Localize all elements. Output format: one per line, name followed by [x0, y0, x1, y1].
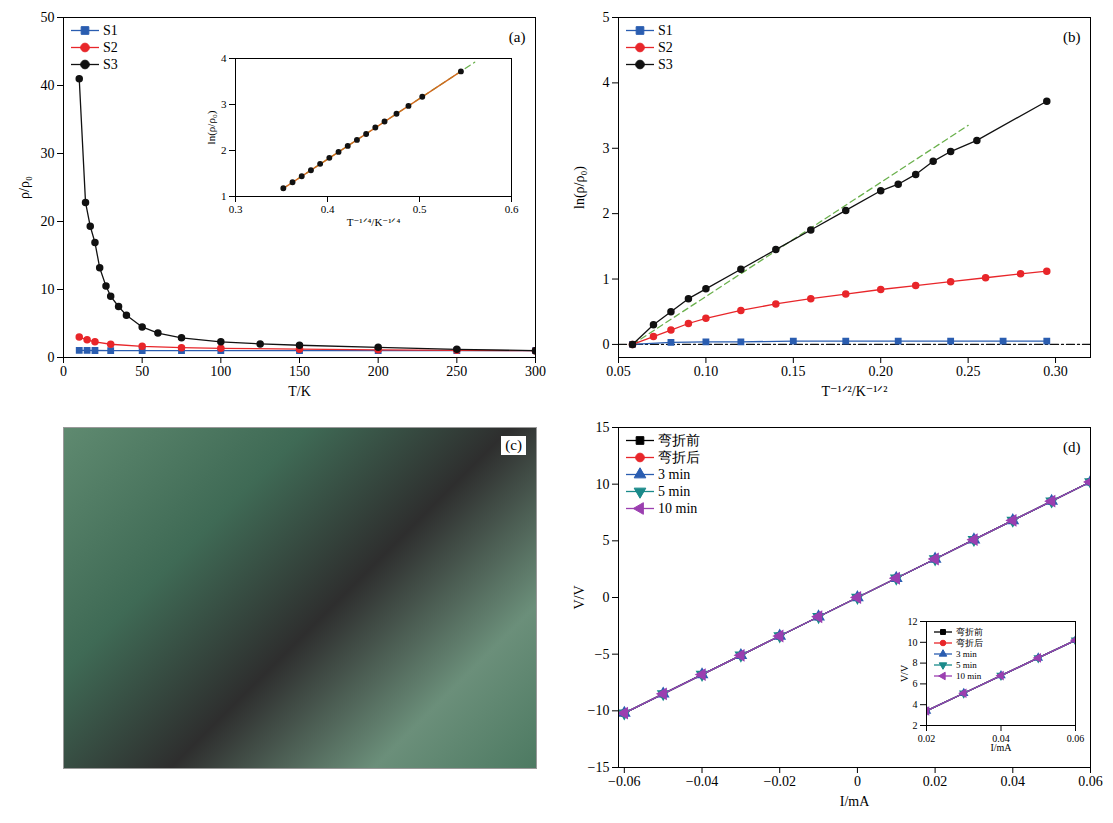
svg-text:200: 200: [368, 364, 389, 379]
svg-text:0: 0: [854, 774, 861, 789]
html-text:10 min: 10 min: [956, 670, 982, 681]
svg-text:0.5: 0.5: [413, 203, 427, 215]
svg-text:(a): (a): [509, 29, 526, 46]
svg-text:30: 30: [41, 146, 55, 161]
svg-text:8: 8: [913, 657, 918, 668]
svg-text:6: 6: [913, 678, 918, 689]
svg-text:0.3: 0.3: [229, 203, 243, 215]
svg-text:T/K: T/K: [288, 384, 311, 399]
html-text:S2: S2: [103, 39, 118, 55]
svg-text:0.20: 0.20: [868, 364, 893, 379]
svg-text:T⁻¹ᐟ²/K⁻¹ᐟ²: T⁻¹ᐟ²/K⁻¹ᐟ²: [821, 384, 887, 399]
svg-text:ln(ρ/ρ₀): ln(ρ/ρ₀): [572, 166, 588, 209]
html-text:3 min: 3 min: [956, 648, 977, 659]
svg-text:ρ/ρ₀: ρ/ρ₀: [17, 176, 32, 199]
svg-text:I/mA: I/mA: [990, 742, 1012, 753]
svg-text:50: 50: [135, 364, 149, 379]
svg-text:0.25: 0.25: [956, 364, 981, 379]
svg-text:0: 0: [603, 590, 610, 605]
html-text:弯折后: 弯折后: [956, 637, 983, 648]
svg-text:5: 5: [603, 533, 610, 548]
html-text:5 min: 5 min: [658, 483, 691, 499]
html-text:10 min: 10 min: [658, 500, 698, 516]
svg-text:150: 150: [289, 364, 310, 379]
svg-text:−15: −15: [588, 760, 610, 775]
svg-text:1: 1: [221, 190, 227, 202]
svg-text:0.15: 0.15: [781, 364, 806, 379]
svg-text:10: 10: [908, 637, 918, 648]
svg-text:−0.02: −0.02: [764, 774, 796, 789]
svg-text:50: 50: [41, 10, 55, 25]
svg-text:0.02: 0.02: [923, 774, 948, 789]
html-text:弯折后: 弯折后: [658, 449, 700, 465]
svg-text:0.04: 0.04: [1001, 774, 1026, 789]
svg-text:2: 2: [603, 206, 610, 221]
html-text:弯折前: 弯折前: [956, 626, 983, 637]
svg-text:0.6: 0.6: [505, 203, 519, 215]
html-text:3 min: 3 min: [658, 466, 691, 482]
html-text:弯折前: 弯折前: [658, 432, 700, 448]
svg-text:3: 3: [221, 98, 227, 110]
svg-text:4: 4: [603, 75, 610, 90]
svg-text:0.10: 0.10: [694, 364, 719, 379]
svg-text:0.06: 0.06: [1078, 774, 1103, 789]
svg-text:0.06: 0.06: [1067, 733, 1085, 744]
html-text:S3: S3: [658, 56, 673, 72]
svg-text:0.04: 0.04: [992, 732, 1010, 744]
html-text:(c): (c): [505, 437, 522, 453]
html-text:5 min: 5 min: [956, 659, 977, 670]
svg-text:4: 4: [221, 52, 227, 64]
svg-text:(b): (b): [1063, 29, 1081, 46]
svg-text:300: 300: [525, 364, 546, 379]
svg-text:2: 2: [221, 144, 227, 156]
svg-text:1: 1: [603, 272, 610, 287]
svg-text:0.4: 0.4: [321, 203, 335, 215]
html-text:S1: S1: [658, 22, 673, 38]
svg-text:10: 10: [41, 282, 55, 297]
svg-text:15: 15: [596, 420, 610, 435]
html-text:S1: S1: [103, 22, 118, 38]
svg-text:−0.04: −0.04: [686, 774, 718, 789]
svg-text:ln(ρ/ρ₀): ln(ρ/ρ₀): [205, 110, 218, 144]
svg-text:2: 2: [913, 720, 918, 731]
svg-text:5: 5: [603, 10, 610, 25]
svg-text:4: 4: [913, 699, 918, 710]
svg-text:0.05: 0.05: [606, 364, 631, 379]
svg-text:V/V: V/V: [899, 664, 910, 682]
html-text:S3: S3: [103, 56, 118, 72]
svg-text:40: 40: [41, 78, 55, 93]
html-text:S2: S2: [658, 39, 673, 55]
svg-text:0: 0: [48, 350, 55, 365]
svg-text:100: 100: [210, 364, 231, 379]
svg-text:20: 20: [41, 214, 55, 229]
svg-text:V/V: V/V: [572, 585, 587, 609]
svg-text:0.02: 0.02: [918, 733, 936, 744]
svg-text:3: 3: [603, 141, 610, 156]
svg-text:10: 10: [596, 477, 610, 492]
svg-text:(d): (d): [1063, 439, 1081, 456]
svg-text:0: 0: [60, 364, 67, 379]
svg-text:0: 0: [603, 337, 610, 352]
svg-text:12: 12: [908, 616, 918, 627]
svg-text:−0.06: −0.06: [608, 774, 640, 789]
svg-text:250: 250: [446, 364, 467, 379]
svg-text:−10: −10: [588, 703, 610, 718]
svg-text:T⁻¹ᐟ⁴/K⁻¹ᐟ⁴: T⁻¹ᐟ⁴/K⁻¹ᐟ⁴: [347, 216, 401, 228]
svg-text:−5: −5: [595, 647, 610, 662]
svg-text:0.30: 0.30: [1043, 364, 1068, 379]
svg-text:I/mA: I/mA: [840, 794, 870, 809]
